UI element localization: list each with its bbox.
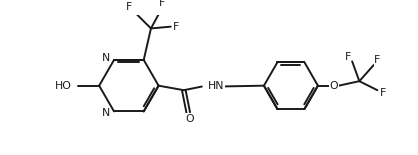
Text: O: O — [330, 81, 339, 91]
Text: HO: HO — [55, 81, 72, 91]
Text: N: N — [102, 108, 110, 118]
Text: N: N — [102, 53, 110, 63]
Text: F: F — [380, 88, 386, 98]
Text: F: F — [374, 55, 380, 65]
Text: O: O — [185, 114, 194, 124]
Text: HN: HN — [208, 81, 224, 91]
Text: F: F — [173, 22, 179, 32]
Text: F: F — [126, 2, 133, 12]
Text: F: F — [158, 0, 165, 8]
Text: F: F — [344, 52, 351, 62]
